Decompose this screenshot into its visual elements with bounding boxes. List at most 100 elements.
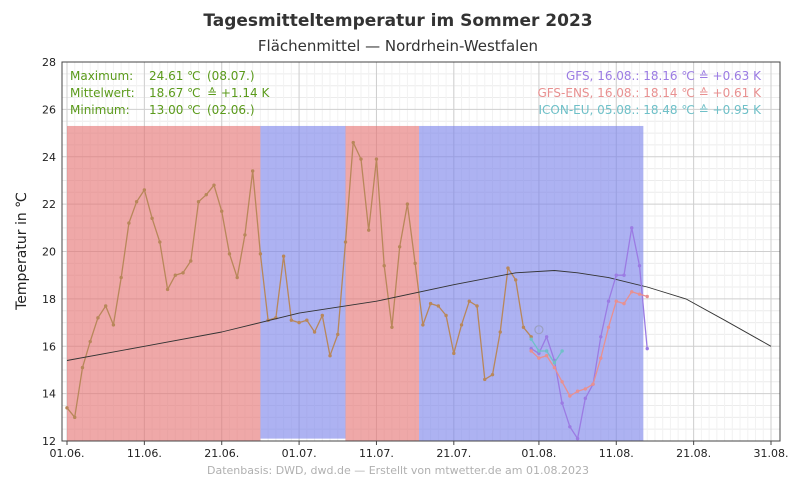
data-point-observed [127, 221, 131, 225]
data-point-observed [212, 183, 216, 187]
stat-extra: (08.07.) [207, 69, 255, 83]
data-point-observed [250, 169, 255, 173]
data-point-observed [483, 377, 487, 382]
data-point-gfs-ens [606, 325, 611, 329]
data-point-observed [173, 273, 178, 277]
data-point-observed [243, 233, 247, 237]
x-tick-label: 01.08. [521, 447, 556, 460]
data-point-observed [196, 200, 201, 204]
data-point-observed [367, 228, 371, 232]
chart-title: Tagesmitteltemperatur im Sommer 2023 [203, 11, 592, 31]
data-point-observed [204, 192, 208, 197]
data-point-observed [220, 209, 224, 213]
x-tick-label: 21.07. [436, 447, 471, 460]
forecast-legend-entry: GFS-ENS, 16.08.: 18.14 ℃ ≙ +0.61 K [537, 86, 762, 100]
data-point-observed [351, 140, 355, 145]
data-point-observed [336, 332, 340, 337]
data-point-observed [281, 254, 286, 258]
data-point-gfs [606, 299, 611, 303]
data-point-gfs [637, 264, 642, 268]
data-point-observed [227, 252, 232, 256]
x-tick-label: 21.08. [676, 447, 711, 460]
data-point-gfs-ens [614, 299, 618, 303]
data-point-gfs-ens [630, 290, 634, 294]
axis-ticks: 12 14 16 18 20 22 24 26 28 01.06. 11.06. 21.06. 01.0… [42, 56, 789, 460]
data-point-observed [142, 188, 147, 192]
data-point-observed [452, 351, 456, 356]
anomaly-band-cool [419, 125, 644, 442]
stat-label: Minimum: [70, 103, 130, 117]
data-point-gfs-ens [645, 294, 649, 299]
data-point-observed [428, 301, 433, 306]
x-tick-label: 21.06. [204, 447, 239, 460]
data-point-observed [343, 240, 348, 244]
data-point-observed [165, 287, 170, 292]
data-point-gfs [599, 335, 603, 339]
series-line-climate [66, 270, 772, 361]
data-point-gfs [614, 273, 618, 277]
x-tick-label: 01.07. [282, 447, 317, 460]
data-point-observed [475, 304, 479, 308]
data-point-observed [297, 320, 301, 325]
data-point-gfs [583, 396, 588, 401]
data-point-gfs [568, 425, 572, 429]
data-point-gfs [575, 436, 580, 441]
data-point-observed [312, 330, 317, 334]
anomaly-band-warm [67, 125, 261, 442]
data-point-gfs-ens [568, 394, 572, 398]
data-point-observed [413, 261, 417, 266]
y-tick-label: 26 [42, 103, 56, 116]
stat-label: Mittelwert: [70, 86, 135, 100]
data-point-icon-eu [544, 349, 549, 353]
stat-extra: (02.06.) [207, 103, 255, 117]
data-point-observed [305, 318, 309, 322]
data-point-observed [103, 304, 108, 308]
data-point-observed [134, 200, 139, 204]
data-point-observed [258, 252, 263, 256]
data-point-observed [96, 316, 100, 320]
stat-value: 18.67 ℃ [149, 86, 201, 100]
data-point-observed [320, 313, 324, 318]
y-tick-label: 28 [42, 56, 56, 69]
x-tick-label: 01.06. [50, 447, 85, 460]
data-point-observed [514, 278, 518, 282]
data-point-gfs [645, 346, 649, 351]
y-tick-label: 18 [42, 293, 56, 306]
y-tick-label: 16 [42, 340, 56, 353]
data-point-gfs [544, 335, 549, 339]
anomaly-band-cool [260, 125, 346, 439]
data-point-observed [88, 339, 92, 344]
y-tick-label: 14 [42, 388, 56, 401]
forecast-legend-entry: GFS, 16.08.: 18.16 ℃ ≙ +0.63 K [566, 69, 762, 83]
data-point-observed [397, 245, 402, 249]
data-point-observed [374, 157, 379, 161]
data-point-gfs-ens [560, 380, 564, 384]
highlight-marker [534, 325, 544, 335]
data-point-observed [444, 313, 448, 318]
data-point-gfs-ens [622, 301, 626, 306]
y-tick-label: 24 [42, 151, 56, 164]
data-point-observed [390, 325, 394, 329]
data-point-observed [436, 304, 441, 308]
stat-value: 24.61 ℃ [149, 69, 201, 83]
forecast-legend-entry: ICON-EU, 05.08.: 18.48 ℃ ≙ +0.95 K [539, 103, 763, 117]
data-point-observed [405, 202, 410, 206]
data-point-observed [521, 325, 526, 329]
data-point-gfs-ens [537, 356, 541, 360]
data-point-gfs-ens [529, 349, 533, 353]
plot-frame [61, 61, 781, 442]
x-tick-label: 11.07. [359, 447, 394, 460]
data-point-icon-eu [552, 361, 557, 365]
data-point-gfs-ens [583, 387, 588, 391]
data-point-gfs-ens [544, 354, 549, 358]
data-point-observed [359, 157, 363, 161]
data-point-gfs [622, 273, 626, 277]
anomaly-band-warm [345, 125, 419, 442]
data-point-observed [150, 216, 154, 221]
x-tick-label: 11.08. [599, 447, 634, 460]
data-point-gfs-ens [599, 356, 603, 360]
data-point-gfs [537, 351, 541, 356]
data-point-observed [490, 372, 495, 377]
